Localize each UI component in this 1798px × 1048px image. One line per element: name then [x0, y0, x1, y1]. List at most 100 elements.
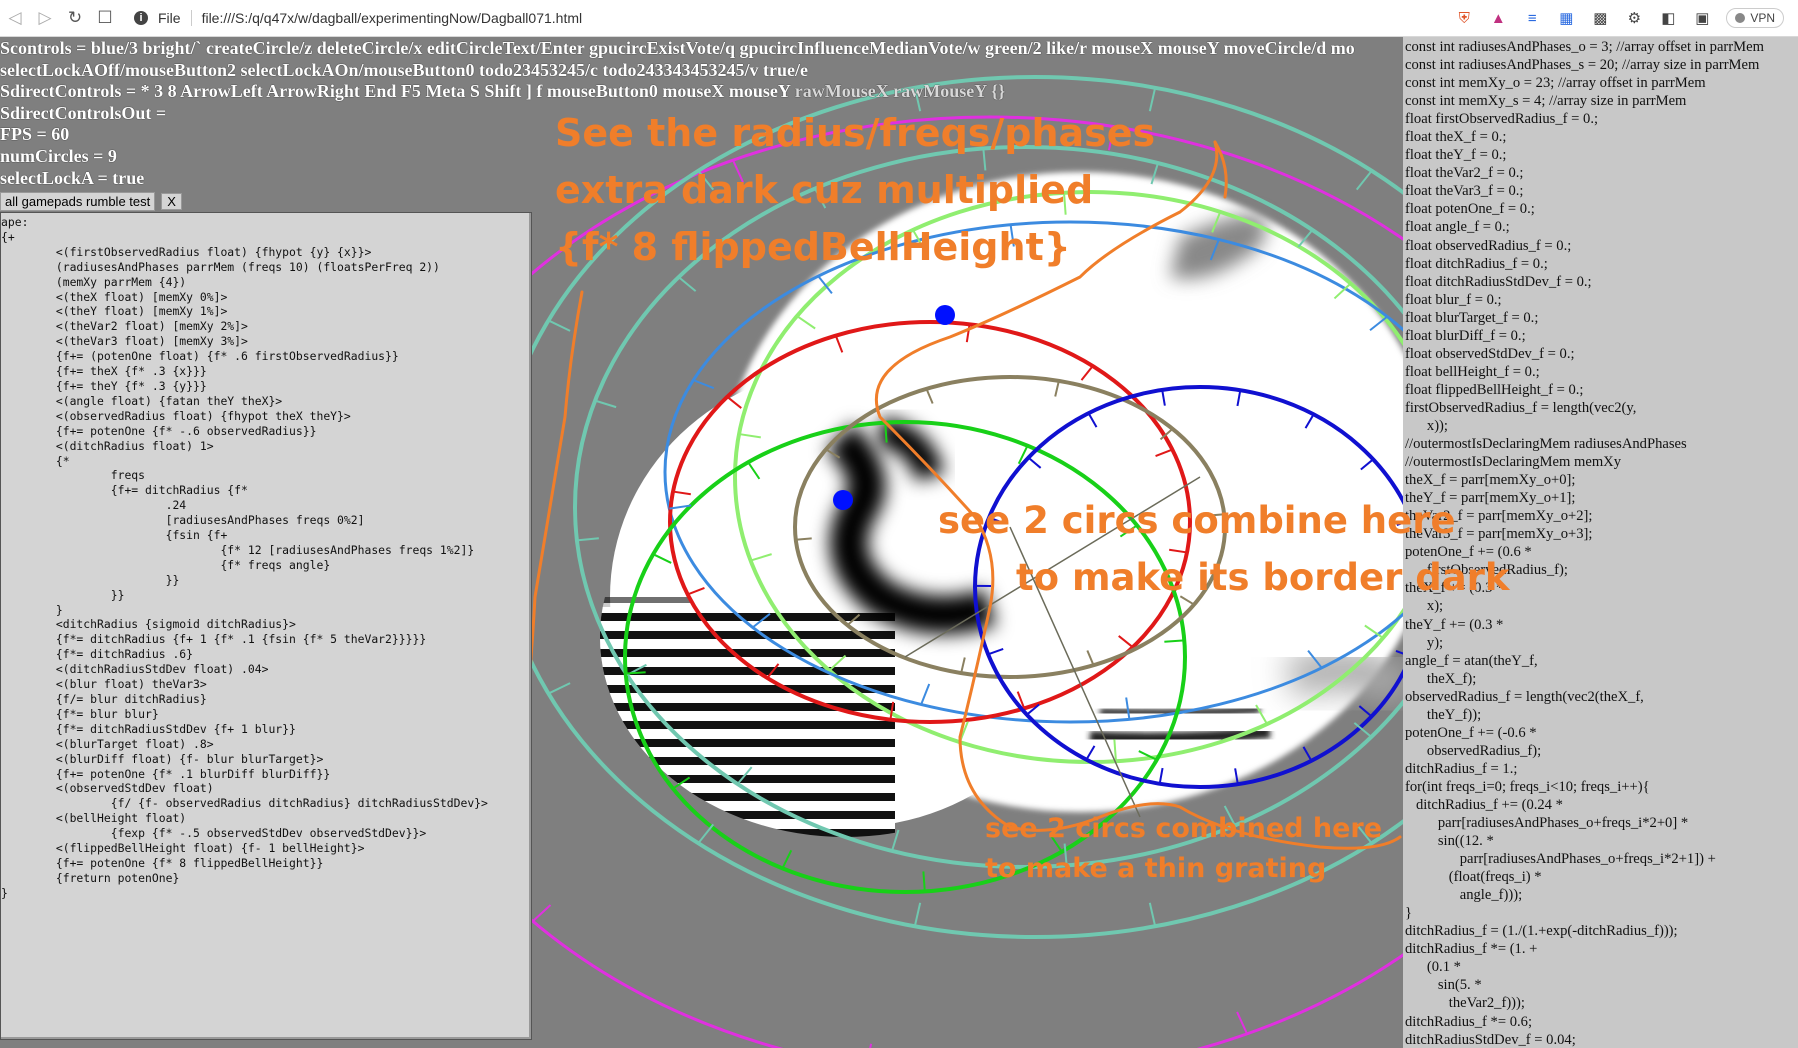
forward-icon[interactable]: ▷ — [38, 8, 52, 27]
circle-tick — [795, 537, 812, 541]
close-chip-button[interactable]: X — [161, 192, 182, 210]
red-circle — [668, 320, 1192, 724]
extension-icon[interactable]: ▩ — [1593, 10, 1608, 27]
info-icon[interactable]: i — [134, 11, 148, 25]
circle-tick — [965, 324, 971, 343]
circle-tick — [736, 766, 753, 785]
selected-dot-top[interactable] — [935, 305, 955, 325]
glsl-line: float theX_f = 0.; — [1405, 129, 1507, 146]
circle-tick — [825, 448, 841, 459]
extension-bar: ⛨ ▲ ≡ ▦ ▩ ⚙ ◧ ▣ VPN — [1454, 0, 1784, 36]
glsl-line: } — [1405, 905, 1413, 922]
glsl-line: theVar2_f = parr[memXy_o+2]; — [1405, 508, 1593, 525]
glsl-line: float angle_f = 0.; — [1405, 219, 1510, 236]
circle-tick — [1150, 162, 1159, 185]
circle-tick — [1063, 192, 1067, 215]
connector-line-1 — [904, 476, 1201, 658]
bookmark-icon[interactable]: ☐ — [97, 8, 113, 27]
back-icon[interactable]: ◁ — [8, 8, 22, 27]
glsl-line: x); — [1426, 598, 1444, 615]
circle-tick — [1255, 704, 1268, 725]
circle-tick — [1113, 739, 1117, 762]
glsl-line: potenOne_f += (-0.6 * — [1405, 724, 1537, 741]
circle-tick — [697, 170, 715, 191]
code-line: {f+= potenOne {f* 8 flippedBellHeight}} — [55, 855, 324, 870]
wallet-panel-icon[interactable]: ▣ — [1695, 10, 1710, 27]
circle-tick — [920, 683, 931, 705]
circle-tick — [1169, 548, 1188, 554]
code-editor-panel[interactable]: ape: {+ <(firstObservedRadius float) {fh… — [0, 212, 532, 1040]
glsl-line: angle_f = atan(theY_f, — [1405, 652, 1538, 669]
code-line: <(flippedBellHeight float) {f- 1 bellHei… — [55, 841, 365, 856]
vpn-dot-icon — [1735, 13, 1746, 23]
code-line: ape: — [1, 215, 29, 229]
glsl-line: theY_f = parr[memXy_o+1]; — [1405, 490, 1576, 507]
status-line-directcontrolsout: SdirectControlsOut = — [0, 102, 167, 123]
circle-tick — [1063, 843, 1068, 866]
glsl-line: ditchRadius_f *= 0.6; — [1405, 1013, 1532, 1030]
glsl-line: potenOne_f += (0.6 * — [1405, 544, 1532, 561]
circle-tick — [1155, 448, 1173, 457]
circle-tick — [1208, 513, 1225, 517]
annotation-top-line1: See the radius/freqs/phases — [555, 111, 1156, 155]
circle-tick — [1080, 365, 1094, 381]
circle-tick — [750, 553, 772, 562]
sidebar-icon[interactable]: ◧ — [1661, 10, 1676, 27]
glsl-output-text: const int radiusesAndPhases_o = 3; //arr… — [1403, 37, 1798, 1048]
circle-tick — [960, 657, 966, 674]
status-line-selectlock: selectLockAOff/mouseButton2 selectLockAO… — [0, 59, 808, 80]
wallet-icon[interactable]: ≡ — [1527, 9, 1537, 27]
glsl-line: sin(5. * — [1437, 977, 1482, 994]
brave-shield-icon[interactable]: ⛨ — [1458, 9, 1470, 27]
circle-tick — [672, 776, 691, 790]
rumble-test-button[interactable]: all gamepads rumble test — [0, 191, 156, 211]
olive-circle — [793, 375, 1227, 679]
code-line: <(blur float) theVar3> — [55, 677, 207, 692]
glsl-line: ditchRadius_f = 1.; — [1405, 760, 1518, 777]
circle-tick — [1353, 722, 1372, 738]
url-text[interactable]: file:///S:/q/q47x/w/dagball/experimentin… — [201, 10, 583, 26]
circle-tick — [548, 682, 571, 695]
code-line: {f+= potenOne {f* -.6 observedRadius}} — [55, 423, 317, 438]
code-editor-text[interactable]: ape: {+ <(firstObservedRadius float) {fh… — [1, 213, 531, 901]
dark-blob-top — [877, 417, 945, 482]
glsl-line: theVar2_f))); — [1448, 995, 1525, 1012]
glsl-line: ditchRadius_f *= (1. + — [1405, 941, 1538, 958]
puzzle-icon[interactable]: ⚙ — [1627, 10, 1642, 27]
dark-blob-stroke — [826, 423, 997, 634]
code-line: <(firstObservedRadius float) {fhypot {y}… — [55, 244, 372, 259]
circle-tick — [988, 516, 1005, 525]
circle-tick — [1164, 639, 1185, 643]
circle-tick — [1236, 1011, 1248, 1035]
brave-rewards-icon[interactable]: ▲ — [1490, 9, 1506, 27]
glsl-line: float theVar2_f = 0.; — [1405, 165, 1524, 182]
code-line: {f+= theY {f* .3 {y}}} — [55, 378, 207, 393]
circle-tick — [1179, 595, 1195, 606]
selected-dot-mid[interactable] — [833, 490, 853, 510]
reload-icon[interactable]: ↻ — [67, 8, 83, 27]
glsl-line: float observedStdDev_f = 0.; — [1405, 345, 1575, 362]
vpn-button[interactable]: VPN — [1726, 8, 1784, 28]
glsl-line: theY_f += (0.3 * — [1405, 616, 1504, 633]
circle-tick — [732, 159, 744, 183]
circle-tick — [1236, 390, 1242, 407]
code-line: <(theVar3 float) [memXy 3%]> — [55, 334, 248, 349]
glsl-line: theX_f += (0.3 * — [1405, 580, 1504, 597]
circle-tick — [766, 663, 780, 679]
game-canvas[interactable] — [0, 37, 1798, 1048]
glsl-line: //outermostIsDeclaringMem memXy — [1405, 454, 1622, 471]
code-line: <(ditchRadiusStdDev float) .04> — [55, 662, 269, 677]
circle-tick — [781, 849, 793, 869]
glsl-line: firstObservedRadius_f = length(vec2(y, — [1405, 399, 1637, 416]
glsl-line: float ditchRadiusStdDev_f = 0.; — [1405, 273, 1592, 290]
code-line: <ditchRadius {sigmoid ditchRadius}> — [55, 617, 296, 632]
circle-tick — [625, 671, 646, 675]
glsl-line: observedRadius_f = length(vec2(theX_f, — [1405, 688, 1644, 705]
glsl-line: const int radiusesAndPhases_s = 20; //ar… — [1405, 57, 1760, 74]
glsl-line: observedRadius_f); — [1426, 742, 1542, 759]
glsl-line: theVar3_f = parr[memXy_o+3]; — [1405, 526, 1593, 543]
translate-icon[interactable]: ▦ — [1559, 10, 1574, 27]
annotation-top-line3: {f* 8 flippedBellHeight} — [555, 225, 1071, 269]
code-line: {f* freqs angle} — [220, 557, 331, 572]
address-bar[interactable]: i File file:///S:/q/q47x/w/dagball/exper… — [134, 4, 1384, 32]
